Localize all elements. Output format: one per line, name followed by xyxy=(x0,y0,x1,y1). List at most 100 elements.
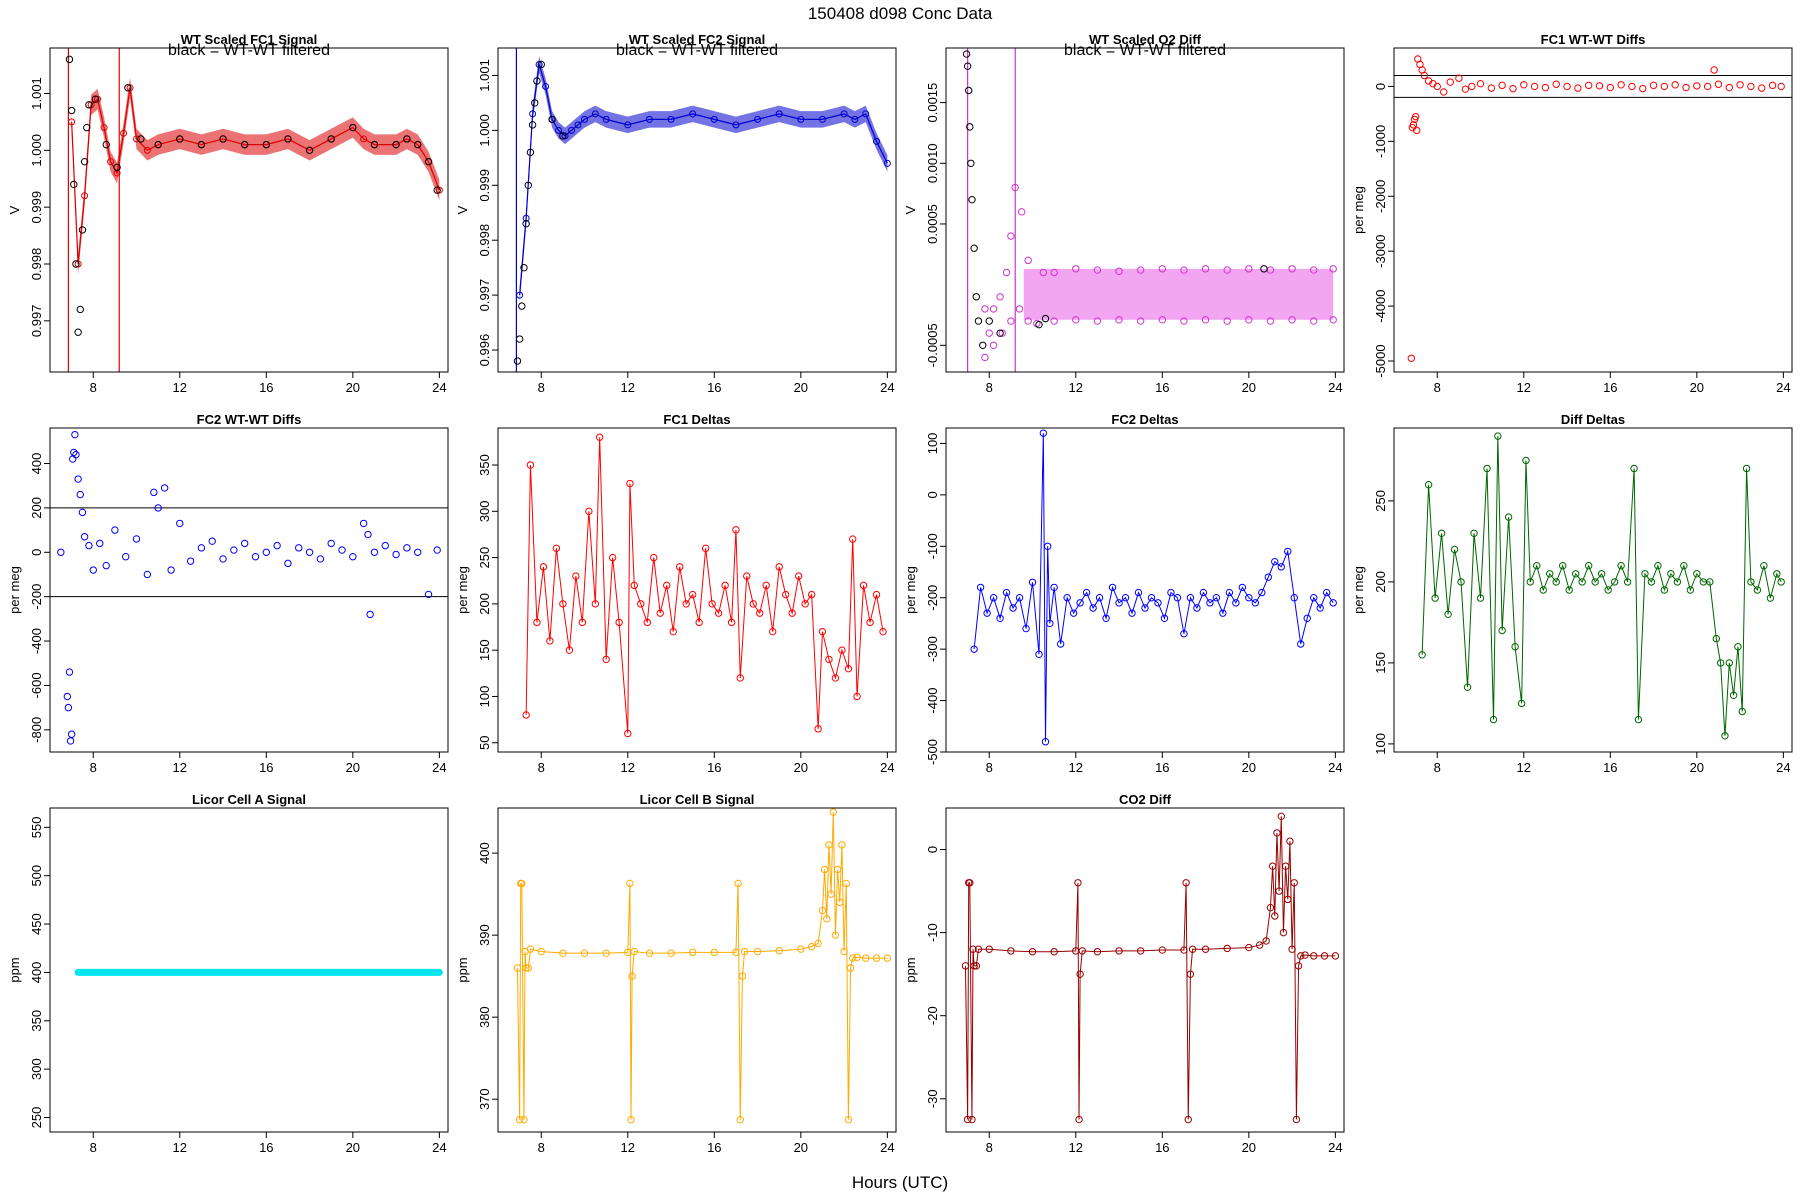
y-axis-label: V xyxy=(7,205,22,214)
data-point xyxy=(970,645,978,653)
data-point xyxy=(961,962,970,970)
panel-diff-deltas: Diff Deltas 8 12 16 20 24 100 150 200 250 per meg xyxy=(1351,412,1793,775)
data-point xyxy=(414,548,422,556)
data-point xyxy=(522,220,530,228)
data-point xyxy=(529,110,537,118)
data-point xyxy=(989,305,998,313)
data-point xyxy=(667,949,675,957)
y-tick-label: -4000 xyxy=(1373,289,1388,322)
y-tick-label: 200 xyxy=(477,593,492,615)
data-point xyxy=(807,942,816,951)
data-point xyxy=(1610,578,1619,586)
figure-title: 150408 d098 Conc Data xyxy=(808,4,993,23)
data-point xyxy=(1716,659,1725,667)
data-point xyxy=(1409,121,1418,129)
data-point xyxy=(1193,604,1201,612)
data-point xyxy=(1093,317,1102,325)
data-point xyxy=(403,544,411,552)
plot-frame xyxy=(945,427,1345,753)
data-point xyxy=(1056,640,1065,648)
data-point xyxy=(695,618,703,627)
data-point xyxy=(66,737,75,745)
data-point xyxy=(846,964,855,972)
data-point xyxy=(688,590,697,599)
data-point xyxy=(836,898,844,907)
y-tick-label: 1.000 xyxy=(29,134,44,167)
data-point xyxy=(132,535,141,543)
x-tick-label: 16 xyxy=(1155,1140,1169,1155)
panel-title: WT Scaled FC1 Signal xyxy=(181,32,318,47)
plot-area xyxy=(1418,432,1785,740)
data-point xyxy=(608,553,617,562)
y-tick-label: 1.000 xyxy=(477,114,492,147)
data-point xyxy=(1245,943,1253,952)
data-point xyxy=(981,353,989,362)
data-point xyxy=(1173,594,1182,602)
data-point xyxy=(107,158,115,166)
data-point xyxy=(1255,941,1264,949)
data-point xyxy=(1470,529,1478,537)
data-point xyxy=(823,915,831,923)
data-point xyxy=(1476,79,1485,88)
data-point xyxy=(1526,578,1534,586)
data-point xyxy=(208,537,216,545)
y-tick-label: 400 xyxy=(477,842,492,864)
data-point xyxy=(520,263,528,272)
x-tick-label: 24 xyxy=(1328,760,1342,775)
y-tick-label: 370 xyxy=(477,1088,492,1110)
x-tick-label: 24 xyxy=(432,760,446,775)
data-point xyxy=(1262,937,1270,945)
data-point xyxy=(85,101,93,109)
data-point xyxy=(1639,84,1647,93)
data-point xyxy=(1180,946,1188,954)
data-point xyxy=(1046,619,1054,628)
data-point xyxy=(1264,573,1272,581)
data-point xyxy=(585,507,593,516)
data-point xyxy=(1050,317,1058,325)
data-point xyxy=(1297,952,1305,960)
data-point xyxy=(714,609,723,617)
data-point xyxy=(1115,947,1123,955)
data-point xyxy=(1075,1115,1083,1124)
x-tick-label: 8 xyxy=(90,380,97,395)
plot-frame xyxy=(49,47,449,373)
data-point xyxy=(853,692,861,701)
x-tick-label: 8 xyxy=(1434,380,1441,395)
x-tick-label: 16 xyxy=(1603,760,1617,775)
data-point xyxy=(1050,948,1058,956)
data-point xyxy=(85,541,93,550)
y-tick-label: 450 xyxy=(29,913,44,935)
data-point xyxy=(559,949,567,957)
x-tick-label: 20 xyxy=(1242,380,1256,395)
data-point xyxy=(1431,594,1439,602)
x-tick-label: 20 xyxy=(1242,760,1256,775)
data-point xyxy=(630,947,638,956)
data-point xyxy=(740,947,749,956)
panel-title: CO2 Diff xyxy=(1119,792,1172,807)
plot-frame xyxy=(497,47,897,373)
data-point xyxy=(872,954,881,962)
data-point xyxy=(143,146,151,154)
plot-area xyxy=(513,808,892,1124)
data-point xyxy=(1180,317,1188,325)
data-point xyxy=(1297,640,1305,648)
panel-title: WT Scaled O2 Diff xyxy=(1089,32,1202,47)
data-point xyxy=(820,865,829,874)
data-point xyxy=(1530,82,1539,91)
y-tick-label: 1.001 xyxy=(29,77,44,110)
y-tick-label: -100 xyxy=(925,533,940,559)
data-point xyxy=(1504,513,1513,521)
data-point xyxy=(1082,588,1091,597)
data-point xyxy=(1186,970,1195,978)
x-tick-label: 20 xyxy=(1690,380,1704,395)
data-point xyxy=(1565,586,1573,594)
y-tick-label: -1000 xyxy=(1373,125,1388,158)
panel-fc2-deltas: FC2 Deltas 8 12 16 20 24 -500 -400 -300 -200 -100 0… xyxy=(903,412,1345,775)
data-point xyxy=(537,60,545,69)
panel-note: black = WT-WT filtered xyxy=(1064,42,1226,59)
data-point xyxy=(1541,83,1550,92)
data-point xyxy=(1158,265,1167,273)
data-point xyxy=(1584,81,1593,90)
